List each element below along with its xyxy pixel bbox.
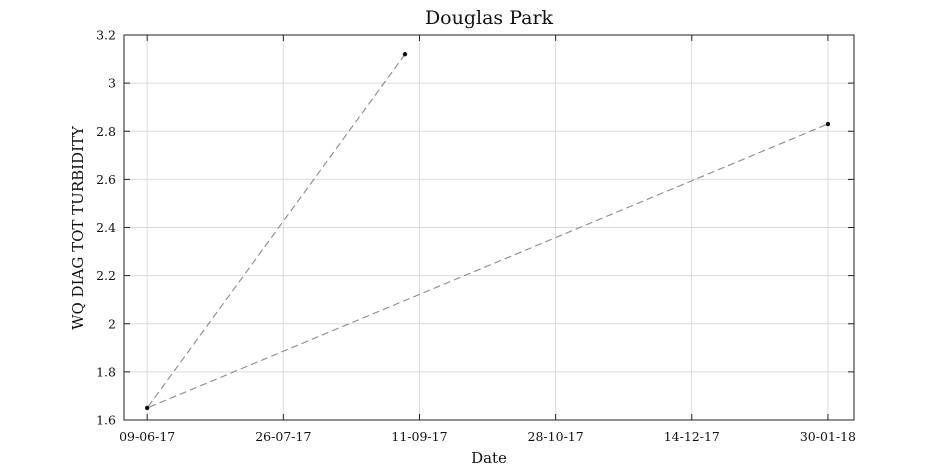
y-tick-label: 2.8 bbox=[96, 124, 116, 139]
series-line bbox=[145, 53, 829, 410]
y-tick-label: 1.6 bbox=[96, 413, 116, 428]
x-tick-label: 26-07-17 bbox=[255, 429, 311, 444]
y-tick-label: 2.2 bbox=[96, 268, 116, 283]
y-tick-label: 3 bbox=[108, 76, 116, 91]
tick-labels-group: 1.6 1.8 2 2.2 2.4 2.6 2.8 3 3.2 09-06-17 26-07-17 1… bbox=[96, 28, 856, 445]
x-tick-label: 14-12-17 bbox=[664, 429, 720, 444]
x-axis-label: Date bbox=[471, 449, 507, 467]
ticks-group bbox=[124, 34, 854, 421]
x-tick-label: 11-09-17 bbox=[391, 429, 447, 444]
y-tick-label: 2 bbox=[108, 316, 116, 331]
y-tick-label: 1.8 bbox=[96, 364, 116, 379]
x-tick-label: 30-01-18 bbox=[800, 429, 856, 444]
x-tick-label: 09-06-17 bbox=[119, 429, 175, 444]
series-group bbox=[144, 52, 831, 411]
y-tick-label: 3.2 bbox=[96, 28, 116, 43]
y-tick-label: 2.4 bbox=[96, 220, 116, 235]
data-point bbox=[825, 121, 831, 127]
data-point bbox=[144, 405, 150, 411]
y-axis-label: WQ DIAG TOT TURBIDITY bbox=[69, 125, 87, 330]
chart-title: Douglas Park bbox=[425, 7, 554, 29]
x-tick-label: 28-10-17 bbox=[528, 429, 584, 444]
y-tick-label: 2.6 bbox=[96, 172, 116, 187]
grid bbox=[124, 34, 854, 421]
data-point bbox=[402, 52, 408, 57]
